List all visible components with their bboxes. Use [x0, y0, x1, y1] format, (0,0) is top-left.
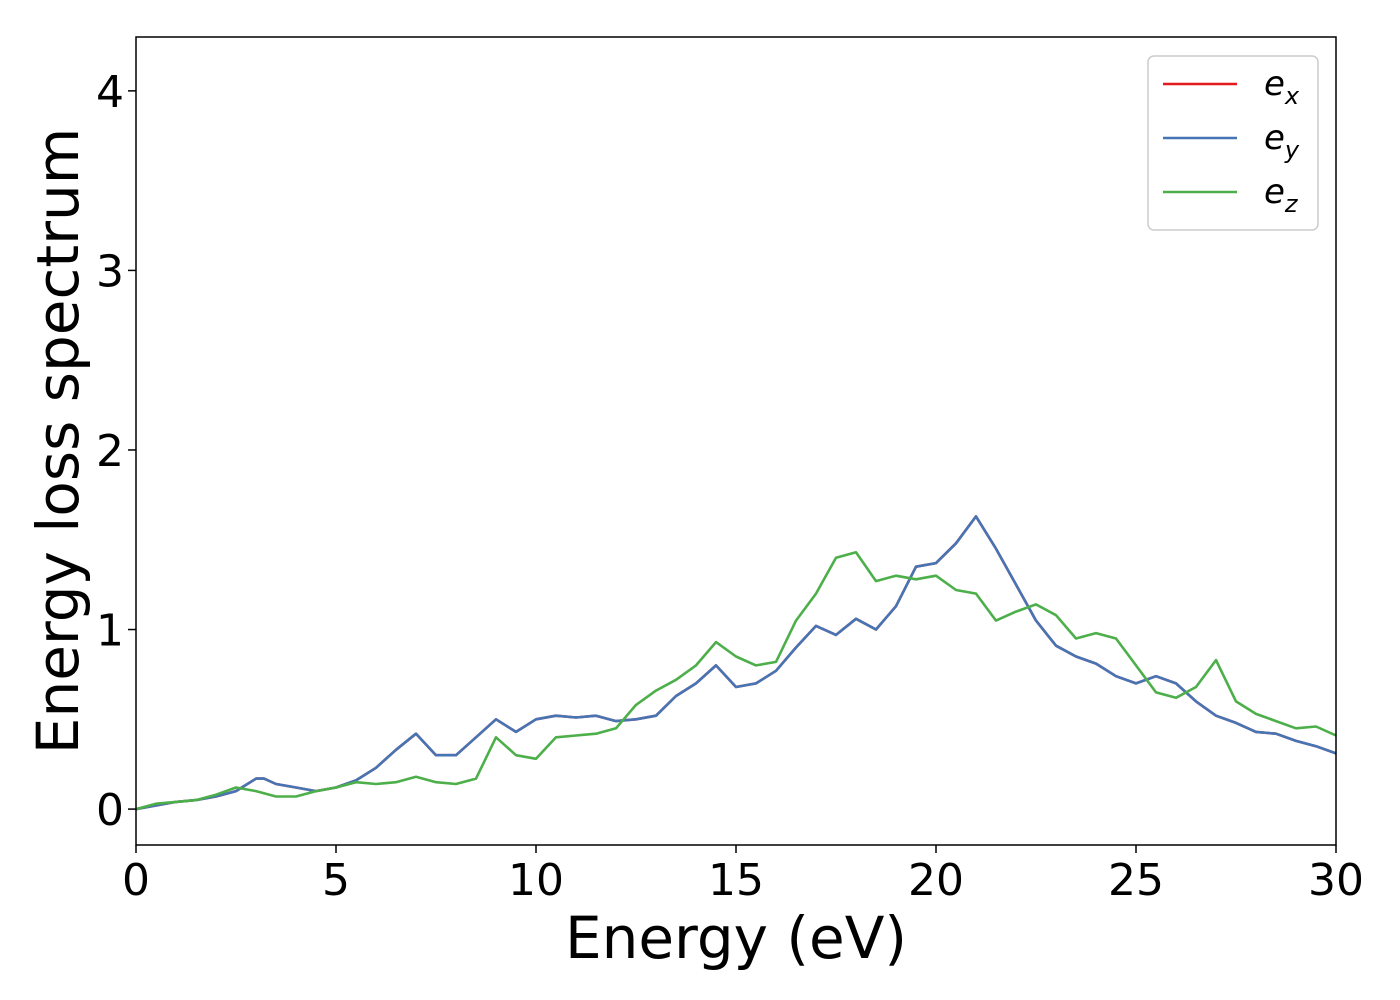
y-tick-label: 4	[96, 67, 124, 118]
y-axis-label: Energy loss spectrum	[24, 128, 92, 754]
series-line-z	[136, 551, 1336, 811]
x-tick-label: 30	[1308, 855, 1364, 906]
x-axis-label: Energy (eV)	[565, 904, 907, 972]
x-tick-label: 15	[708, 855, 764, 906]
y-tick-label: 0	[96, 785, 124, 836]
x-tick-label: 0	[122, 855, 150, 906]
x-tick-label: 20	[908, 855, 964, 906]
series-line-x	[136, 515, 1336, 811]
x-tick-label: 5	[322, 855, 350, 906]
legend-box	[1147, 55, 1319, 231]
x-axis: 0 5 10 15 20 25 30	[122, 845, 1364, 906]
y-tick-label: 2	[96, 426, 124, 477]
y-tick-label: 1	[96, 606, 124, 657]
series-layer	[136, 515, 1336, 811]
x-tick-label: 10	[508, 855, 564, 906]
x-tick-label: 25	[1108, 855, 1164, 906]
y-tick-label: 3	[96, 246, 124, 297]
series-line-y	[136, 515, 1336, 811]
y-axis: 0 1 2 3 4	[96, 67, 136, 836]
